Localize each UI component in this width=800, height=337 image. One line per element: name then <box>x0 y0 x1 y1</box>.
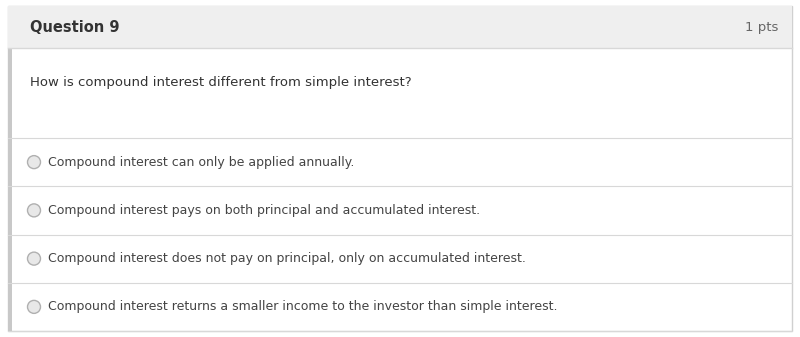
Text: Question 9: Question 9 <box>30 20 119 34</box>
Text: 1 pts: 1 pts <box>745 21 778 33</box>
Text: Compound interest does not pay on principal, only on accumulated interest.: Compound interest does not pay on princi… <box>49 252 526 265</box>
Circle shape <box>27 252 41 265</box>
Bar <box>8 6 12 331</box>
Bar <box>8 6 792 48</box>
Text: Compound interest returns a smaller income to the investor than simple interest.: Compound interest returns a smaller inco… <box>49 300 558 313</box>
Circle shape <box>27 204 41 217</box>
Text: Compound interest pays on both principal and accumulated interest.: Compound interest pays on both principal… <box>49 204 481 217</box>
Text: Compound interest can only be applied annually.: Compound interest can only be applied an… <box>49 156 355 168</box>
Circle shape <box>27 300 41 313</box>
Circle shape <box>27 156 41 168</box>
Text: How is compound interest different from simple interest?: How is compound interest different from … <box>30 76 412 89</box>
